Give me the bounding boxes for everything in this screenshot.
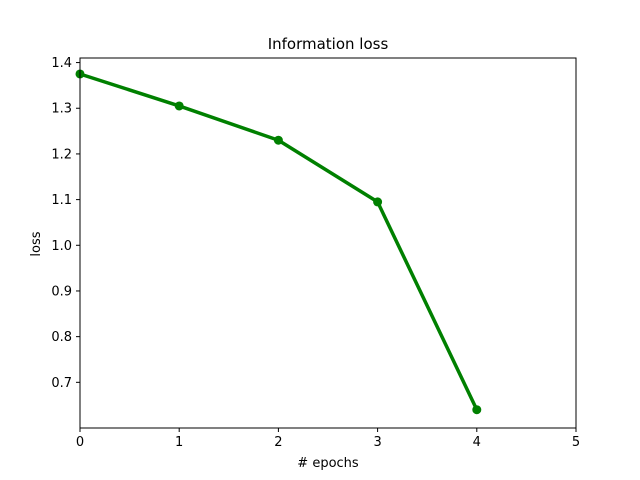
x-tick-label: 0 (76, 435, 84, 450)
plot-frame (79, 57, 577, 429)
y-tick-label: 0.7 (51, 376, 72, 391)
y-tick-label: 1.3 (51, 102, 72, 117)
chart-title: Information loss (268, 35, 389, 53)
data-point (174, 101, 184, 111)
x-tick-label: 2 (274, 435, 282, 450)
data-point (373, 197, 383, 207)
y-axis-label: loss (29, 231, 44, 256)
y-tick-label: 1.4 (51, 56, 72, 71)
y-tick-label: 0.9 (51, 284, 72, 299)
data-point (472, 405, 482, 415)
x-tick-label: 4 (473, 435, 481, 450)
x-tick-label: 3 (373, 435, 381, 450)
y-tick-label: 1.1 (51, 193, 72, 208)
x-tick-label: 5 (572, 435, 580, 450)
series-line (78, 72, 479, 412)
y-tick-label: 0.8 (51, 330, 72, 345)
plot-area: 0 1 2 3 4 5 0.7 0.8 0.9 1.0 1.1 1.2 1.3 1.4 (51, 56, 580, 450)
x-tick-label: 1 (175, 435, 183, 450)
x-axis-label: # epochs (297, 456, 359, 471)
y-tick-label: 1.0 (51, 239, 72, 254)
y-tick-label: 1.2 (51, 147, 72, 162)
data-point (273, 135, 283, 145)
